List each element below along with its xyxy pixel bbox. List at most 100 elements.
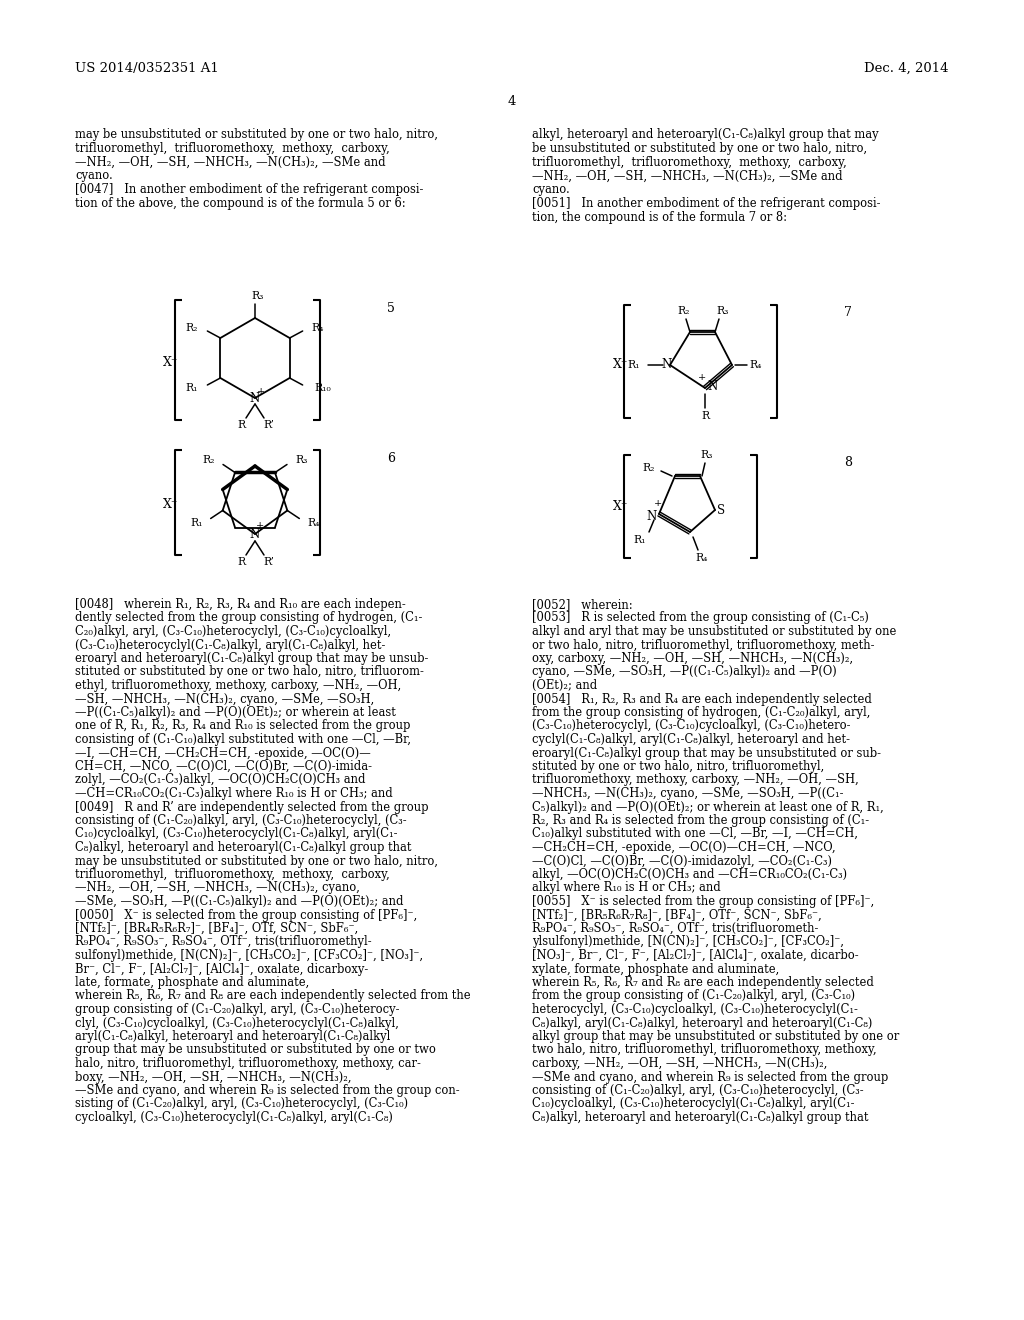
Text: R: R (237, 420, 245, 430)
Text: Br⁻, Cl⁻, F⁻, [Al₂Cl₇]⁻, [AlCl₄]⁻, oxalate, dicarboxy-: Br⁻, Cl⁻, F⁻, [Al₂Cl₇]⁻, [AlCl₄]⁻, oxala… (75, 962, 369, 975)
Text: eroaryl(C₁-C₈)alkyl group that may be unsubstituted or sub-: eroaryl(C₁-C₈)alkyl group that may be un… (532, 747, 881, 759)
Text: may be unsubstituted or substituted by one or two halo, nitro,: may be unsubstituted or substituted by o… (75, 854, 438, 867)
Text: R₄: R₄ (696, 553, 709, 564)
Text: from the group consisting of hydrogen, (C₁-C₂₀)alkyl, aryl,: from the group consisting of hydrogen, (… (532, 706, 870, 719)
Text: stituted by one or two halo, nitro, trifluoromethyl,: stituted by one or two halo, nitro, trif… (532, 760, 824, 774)
Text: trifluoromethyl,  trifluoromethoxy,  methoxy,  carboxy,: trifluoromethyl, trifluoromethoxy, metho… (75, 141, 390, 154)
Text: [0049]   R and R’ are independently selected from the group: [0049] R and R’ are independently select… (75, 800, 428, 813)
Text: 7: 7 (844, 306, 852, 319)
Text: [0052]   wherein:: [0052] wherein: (532, 598, 633, 611)
Text: [NTf₂]⁻, [BR₄R₅R₆R₇]⁻, [BF₄]⁻, OTf, SCN⁻, SbF₆⁻,: [NTf₂]⁻, [BR₄R₅R₆R₇]⁻, [BF₄]⁻, OTf, SCN⁻… (75, 921, 358, 935)
Text: R₄: R₄ (750, 360, 762, 370)
Text: R₁: R₁ (634, 535, 646, 545)
Text: 5: 5 (387, 301, 395, 314)
Text: +: + (698, 374, 707, 383)
Text: sulfonyl)methide, [N(CN)₂]⁻, [CH₃CO₂]⁻, [CF₃CO₂]⁻, [NO₃]⁻,: sulfonyl)methide, [N(CN)₂]⁻, [CH₃CO₂]⁻, … (75, 949, 423, 962)
Text: carboxy, —NH₂, —OH, —SH, —NHCH₃, —N(CH₃)₂,: carboxy, —NH₂, —OH, —SH, —NHCH₃, —N(CH₃)… (532, 1057, 827, 1071)
Text: R₂: R₂ (642, 463, 655, 473)
Text: cyano.: cyano. (532, 183, 569, 197)
Text: wherein R₅, R₆, R₇ and R₈ are each independently selected from the: wherein R₅, R₆, R₇ and R₈ are each indep… (75, 990, 471, 1002)
Text: Dec. 4, 2014: Dec. 4, 2014 (864, 62, 949, 75)
Text: [NO₃]⁻, Br⁻, Cl⁻, F⁻, [Al₂Cl₇]⁻, [AlCl₄]⁻, oxalate, dicarbo-: [NO₃]⁻, Br⁻, Cl⁻, F⁻, [Al₂Cl₇]⁻, [AlCl₄]… (532, 949, 859, 962)
Text: X⁻: X⁻ (163, 356, 178, 370)
Text: R’: R’ (263, 420, 274, 430)
Text: +: + (256, 521, 264, 531)
Text: stituted or substituted by one or two halo, nitro, trifluorom-: stituted or substituted by one or two ha… (75, 665, 424, 678)
Text: R₂, R₃ and R₄ is selected from the group consisting of (C₁-: R₂, R₃ and R₄ is selected from the group… (532, 814, 869, 828)
Text: —SMe and cyano, and wherein R₉ is selected from the group: —SMe and cyano, and wherein R₉ is select… (532, 1071, 888, 1084)
Text: —NH₂, —OH, —SH, —NHCH₃, —N(CH₃)₂, —SMe and: —NH₂, —OH, —SH, —NHCH₃, —N(CH₃)₂, —SMe a… (532, 169, 843, 182)
Text: (C₃-C₁₀)heterocyclyl(C₁-C₈)alkyl, aryl(C₁-C₈)alkyl, het-: (C₃-C₁₀)heterocyclyl(C₁-C₈)alkyl, aryl(C… (75, 639, 385, 652)
Text: cyano, —SMe, —SO₃H, —P((C₁-C₅)alkyl)₂ and —P(O): cyano, —SMe, —SO₃H, —P((C₁-C₅)alkyl)₂ an… (532, 665, 837, 678)
Text: N: N (662, 359, 672, 371)
Text: R₄: R₄ (307, 517, 319, 528)
Text: —P((C₁-C₅)alkyl)₂ and —P(O)(OEt)₂; or wherein at least: —P((C₁-C₅)alkyl)₂ and —P(O)(OEt)₂; or wh… (75, 706, 396, 719)
Text: cycloalkyl, (C₃-C₁₀)heterocyclyl(C₁-C₈)alkyl, aryl(C₁-C₈): cycloalkyl, (C₃-C₁₀)heterocyclyl(C₁-C₈)a… (75, 1111, 393, 1125)
Text: clyl, (C₃-C₁₀)cycloalkyl, (C₃-C₁₀)heterocyclyl(C₁-C₈)alkyl,: clyl, (C₃-C₁₀)cycloalkyl, (C₃-C₁₀)hetero… (75, 1016, 399, 1030)
Text: sisting of (C₁-C₂₀)alkyl, aryl, (C₃-C₁₀)heterocyclyl, (C₃-C₁₀): sisting of (C₁-C₂₀)alkyl, aryl, (C₃-C₁₀)… (75, 1097, 409, 1110)
Text: —SMe and cyano, and wherein R₉ is selected from the group con-: —SMe and cyano, and wherein R₉ is select… (75, 1084, 460, 1097)
Text: halo, nitro, trifluoromethyl, trifluoromethoxy, methoxy, car-: halo, nitro, trifluoromethyl, trifluorom… (75, 1057, 421, 1071)
Text: oxy, carboxy, —NH₂, —OH, —SH, —NHCH₃, —N(CH₃)₂,: oxy, carboxy, —NH₂, —OH, —SH, —NHCH₃, —N… (532, 652, 853, 665)
Text: +: + (257, 388, 265, 396)
Text: 8: 8 (844, 455, 852, 469)
Text: C₁₀)cycloalkyl, (C₃-C₁₀)heterocyclyl(C₁-C₈)alkyl, aryl(C₁-: C₁₀)cycloalkyl, (C₃-C₁₀)heterocyclyl(C₁-… (532, 1097, 854, 1110)
Text: [0053]   R is selected from the group consisting of (C₁-C₅): [0053] R is selected from the group cons… (532, 611, 869, 624)
Text: alkyl, —OC(O)CH₂C(O)CH₃ and —CH=CR₁₀CO₂(C₁-C₃): alkyl, —OC(O)CH₂C(O)CH₃ and —CH=CR₁₀CO₂(… (532, 869, 847, 880)
Text: dently selected from the group consisting of hydrogen, (C₁-: dently selected from the group consistin… (75, 611, 422, 624)
Text: ylsulfonyl)methide, [N(CN)₂]⁻, [CH₃CO₂]⁻, [CF₃CO₂]⁻,: ylsulfonyl)methide, [N(CN)₂]⁻, [CH₃CO₂]⁻… (532, 936, 844, 949)
Text: —SMe, —SO₃H, —P((C₁-C₅)alkyl)₂ and —P(O)(OEt)₂; and: —SMe, —SO₃H, —P((C₁-C₅)alkyl)₂ and —P(O)… (75, 895, 403, 908)
Text: cyclyl(C₁-C₈)alkyl, aryl(C₁-C₈)alkyl, heteroaryl and het-: cyclyl(C₁-C₈)alkyl, aryl(C₁-C₈)alkyl, he… (532, 733, 850, 746)
Text: R₃: R₃ (700, 450, 713, 459)
Text: R’: R’ (263, 557, 274, 568)
Text: [0051]   In another embodiment of the refrigerant composi-: [0051] In another embodiment of the refr… (532, 197, 881, 210)
Text: R₄: R₄ (311, 323, 324, 333)
Text: consisting of (C₁-C₂₀)alkyl, aryl, (C₃-C₁₀)heterocyclyl, (C₃-: consisting of (C₁-C₂₀)alkyl, aryl, (C₃-C… (532, 1084, 863, 1097)
Text: —NH₂, —OH, —SH, —NHCH₃, —N(CH₃)₂, cyano,: —NH₂, —OH, —SH, —NHCH₃, —N(CH₃)₂, cyano, (75, 882, 359, 895)
Text: US 2014/0352351 A1: US 2014/0352351 A1 (75, 62, 219, 75)
Text: eroaryl and heteroaryl(C₁-C₈)alkyl group that may be unsub-: eroaryl and heteroaryl(C₁-C₈)alkyl group… (75, 652, 428, 665)
Text: N: N (250, 392, 260, 404)
Text: [NTf₂]⁻, [BR₅R₆R₇R₈]⁻, [BF₄]⁻, OTf⁻, SCN⁻, SbF₆⁻,: [NTf₂]⁻, [BR₅R₆R₇R₈]⁻, [BF₄]⁻, OTf⁻, SCN… (532, 908, 821, 921)
Text: —NH₂, —OH, —SH, —NHCH₃, —N(CH₃)₂, —SMe and: —NH₂, —OH, —SH, —NHCH₃, —N(CH₃)₂, —SMe a… (75, 156, 386, 169)
Text: R: R (701, 411, 709, 421)
Text: R₁: R₁ (186, 383, 199, 393)
Text: ethyl, trifluoromethoxy, methoxy, carboxy, —NH₂, —OH,: ethyl, trifluoromethoxy, methoxy, carbox… (75, 678, 401, 692)
Text: R₉PO₄⁻, R₉SO₃⁻, R₉SO₄⁻, OTf⁻, tris(trifluorometh-: R₉PO₄⁻, R₉SO₃⁻, R₉SO₄⁻, OTf⁻, tris(trifl… (532, 921, 818, 935)
Text: alkyl, heteroaryl and heteroaryl(C₁-C₈)alkyl group that may: alkyl, heteroaryl and heteroaryl(C₁-C₈)a… (532, 128, 879, 141)
Text: consisting of (C₁-C₁₀)alkyl substituted with one —Cl, —Br,: consisting of (C₁-C₁₀)alkyl substituted … (75, 733, 411, 746)
Text: X⁻: X⁻ (613, 500, 629, 513)
Text: —C(O)Cl, —C(O)Br, —C(O)-imidazolyl, —CO₂(C₁-C₃): —C(O)Cl, —C(O)Br, —C(O)-imidazolyl, —CO₂… (532, 854, 831, 867)
Text: C₁₀)alkyl substituted with one —Cl, —Br, —I, —CH=CH,: C₁₀)alkyl substituted with one —Cl, —Br,… (532, 828, 858, 841)
Text: group that may be unsubstituted or substituted by one or two: group that may be unsubstituted or subst… (75, 1044, 436, 1056)
Text: (C₃-C₁₀)heterocyclyl, (C₃-C₁₀)cycloalkyl, (C₃-C₁₀)hetero-: (C₃-C₁₀)heterocyclyl, (C₃-C₁₀)cycloalkyl… (532, 719, 851, 733)
Text: alkyl where R₁₀ is H or CH₃; and: alkyl where R₁₀ is H or CH₃; and (532, 882, 721, 895)
Text: tion, the compound is of the formula 7 or 8:: tion, the compound is of the formula 7 o… (532, 211, 787, 224)
Text: late, formate, phosphate and aluminate,: late, formate, phosphate and aluminate, (75, 975, 309, 989)
Text: trifluoromethyl,  trifluoromethoxy,  methoxy,  carboxy,: trifluoromethyl, trifluoromethoxy, metho… (532, 156, 847, 169)
Text: R₁₀: R₁₀ (314, 383, 332, 393)
Text: R₉PO₄⁻, R₉SO₃⁻, R₉SO₄⁻, OTf⁻, tris(trifluoromethyl-: R₉PO₄⁻, R₉SO₃⁻, R₉SO₄⁻, OTf⁻, tris(trifl… (75, 936, 372, 949)
Text: R₁: R₁ (190, 517, 203, 528)
Text: alkyl and aryl that may be unsubstituted or substituted by one: alkyl and aryl that may be unsubstituted… (532, 624, 896, 638)
Text: —CH=CR₁₀CO₂(C₁-C₃)alkyl where R₁₀ is H or CH₃; and: —CH=CR₁₀CO₂(C₁-C₃)alkyl where R₁₀ is H o… (75, 787, 393, 800)
Text: [0054]   R₁, R₂, R₃ and R₄ are each independently selected: [0054] R₁, R₂, R₃ and R₄ are each indepe… (532, 693, 871, 705)
Text: C₈)alkyl, heteroaryl and heteroaryl(C₁-C₈)alkyl group that: C₈)alkyl, heteroaryl and heteroaryl(C₁-C… (75, 841, 412, 854)
Text: C₁₀)cycloalkyl, (C₃-C₁₀)heterocyclyl(C₁-C₈)alkyl, aryl(C₁-: C₁₀)cycloalkyl, (C₃-C₁₀)heterocyclyl(C₁-… (75, 828, 397, 841)
Text: aryl(C₁-C₈)alkyl, heteroaryl and heteroaryl(C₁-C₈)alkyl: aryl(C₁-C₈)alkyl, heteroaryl and heteroa… (75, 1030, 390, 1043)
Text: R₃: R₃ (295, 455, 307, 466)
Text: +: + (654, 499, 663, 508)
Text: xylate, formate, phosphate and aluminate,: xylate, formate, phosphate and aluminate… (532, 962, 779, 975)
Text: R₃: R₃ (252, 290, 264, 301)
Text: (OEt)₂; and: (OEt)₂; and (532, 678, 597, 692)
Text: consisting of (C₁-C₂₀)alkyl, aryl, (C₃-C₁₀)heterocyclyl, (C₃-: consisting of (C₁-C₂₀)alkyl, aryl, (C₃-C… (75, 814, 407, 828)
Text: [0048]   wherein R₁, R₂, R₃, R₄ and R₁₀ are each indepen-: [0048] wherein R₁, R₂, R₃, R₄ and R₁₀ ar… (75, 598, 406, 611)
Text: tion of the above, the compound is of the formula 5 or 6:: tion of the above, the compound is of th… (75, 197, 406, 210)
Text: alkyl group that may be unsubstituted or substituted by one or: alkyl group that may be unsubstituted or… (532, 1030, 899, 1043)
Text: C₈)alkyl, aryl(C₁-C₈)alkyl, heteroaryl and heteroaryl(C₁-C₈): C₈)alkyl, aryl(C₁-C₈)alkyl, heteroaryl a… (532, 1016, 872, 1030)
Text: —NHCH₃, —N(CH₃)₂, cyano, —SMe, —SO₃H, —P((C₁-: —NHCH₃, —N(CH₃)₂, cyano, —SMe, —SO₃H, —P… (532, 787, 844, 800)
Text: X⁻: X⁻ (163, 499, 178, 511)
Text: one of R, R₁, R₂, R₃, R₄ and R₁₀ is selected from the group: one of R, R₁, R₂, R₃, R₄ and R₁₀ is sele… (75, 719, 411, 733)
Text: group consisting of (C₁-C₂₀)alkyl, aryl, (C₃-C₁₀)heterocy-: group consisting of (C₁-C₂₀)alkyl, aryl,… (75, 1003, 399, 1016)
Text: 4: 4 (508, 95, 516, 108)
